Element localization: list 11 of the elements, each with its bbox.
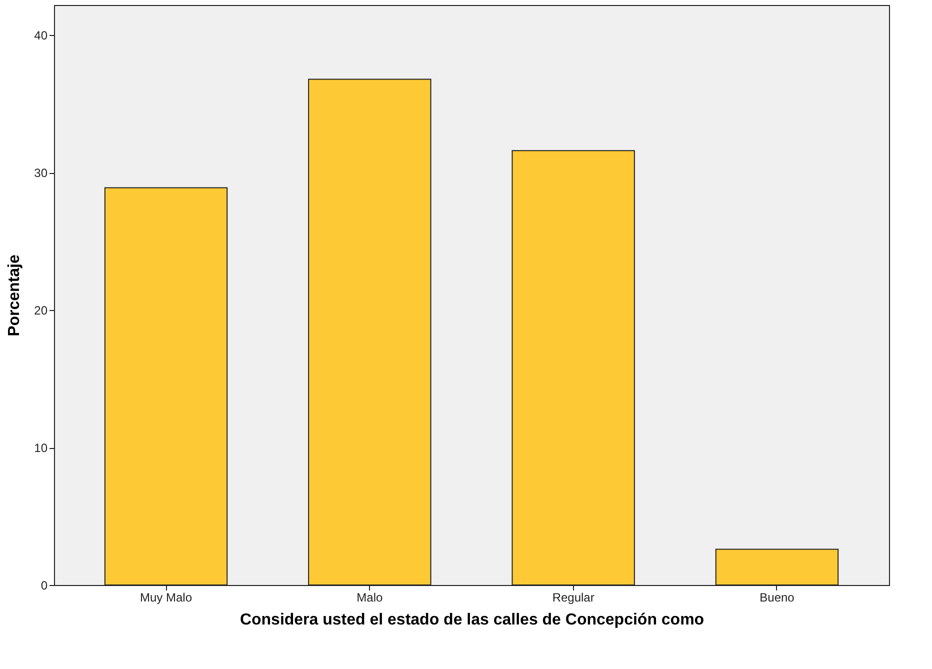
x-tick-label: Malo	[356, 590, 383, 604]
y-tick-label: 20	[34, 304, 48, 318]
x-tick-label: Muy Malo	[140, 590, 192, 604]
y-tick-label: 30	[34, 166, 48, 180]
y-axis-title: Porcentaje	[6, 254, 24, 336]
y-tick-label: 40	[34, 28, 48, 43]
x-tick-label: Regular	[552, 590, 594, 604]
x-axis-title: Considera usted el estado de las calles de Concepción como	[240, 612, 704, 628]
y-tick-label: 0	[40, 578, 48, 592]
x-tick-label: Bueno	[760, 590, 795, 604]
y-tick-label: 10	[34, 441, 48, 456]
